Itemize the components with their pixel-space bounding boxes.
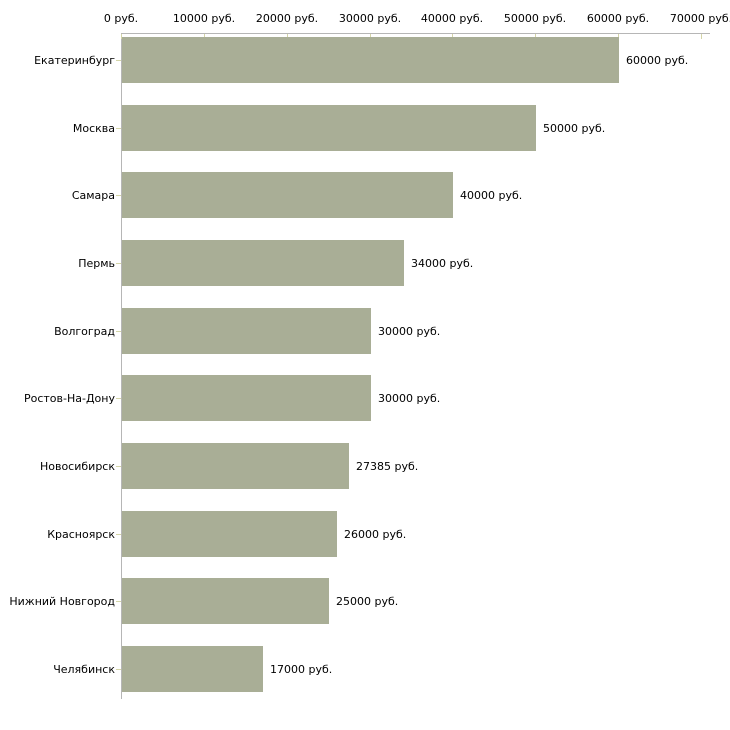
value-label: 30000 руб.: [378, 324, 441, 338]
y-tick-mark: [116, 331, 121, 332]
x-tick-mark: [701, 34, 702, 39]
x-tick-label: 60000 руб.: [586, 12, 650, 25]
x-axis-line: [121, 33, 710, 34]
value-label: 17000 руб.: [270, 662, 333, 676]
bar: [122, 375, 371, 421]
category-label: Ростов-На-Дону: [23, 391, 115, 405]
bar: [122, 172, 453, 218]
x-tick-mark: [204, 34, 205, 39]
y-tick-mark: [116, 263, 121, 264]
category-label: Челябинск: [53, 662, 115, 676]
y-tick-mark: [116, 60, 121, 61]
category-label: Екатеринбург: [34, 53, 115, 67]
x-tick-mark: [287, 34, 288, 39]
y-tick-mark: [116, 466, 121, 467]
x-tick-label: 0 руб.: [103, 12, 139, 25]
category-label: Новосибирск: [39, 459, 115, 473]
y-tick-mark: [116, 128, 121, 129]
value-label: 40000 руб.: [460, 188, 523, 202]
value-label: 26000 руб.: [344, 527, 407, 541]
bar: [122, 240, 404, 286]
bar: [122, 578, 329, 624]
x-tick-mark: [452, 34, 453, 39]
category-label: Москва: [72, 121, 115, 135]
x-tick-label: 40000 руб.: [420, 12, 484, 25]
x-tick-label: 10000 руб.: [172, 12, 236, 25]
value-label: 60000 руб.: [626, 53, 689, 67]
category-label: Самара: [71, 188, 115, 202]
value-label: 27385 руб.: [356, 459, 419, 473]
value-label: 25000 руб.: [336, 594, 399, 608]
category-label: Красноярск: [47, 527, 115, 541]
y-tick-mark: [116, 601, 121, 602]
category-label: Нижний Новгород: [9, 594, 115, 608]
bar: [122, 308, 371, 354]
x-tick-mark: [535, 34, 536, 39]
x-tick-mark: [370, 34, 371, 39]
x-tick-label: 20000 руб.: [255, 12, 319, 25]
value-label: 30000 руб.: [378, 391, 441, 405]
category-label: Волгоград: [54, 324, 115, 338]
y-tick-mark: [116, 534, 121, 535]
y-tick-mark: [116, 398, 121, 399]
x-tick-label: 50000 руб.: [503, 12, 567, 25]
x-tick-mark: [121, 34, 122, 39]
bar: [122, 105, 536, 151]
value-label: 34000 руб.: [411, 256, 474, 270]
bar: [122, 646, 263, 692]
value-label: 50000 руб.: [543, 121, 606, 135]
x-tick-label: 30000 руб.: [338, 12, 402, 25]
bar: [122, 443, 349, 489]
category-label: Пермь: [78, 256, 115, 270]
y-tick-mark: [116, 669, 121, 670]
x-tick-label: 70000 руб.: [669, 12, 730, 25]
y-tick-mark: [116, 195, 121, 196]
y-axis-line: [121, 33, 122, 699]
bar: [122, 511, 337, 557]
bar: [122, 37, 619, 83]
x-tick-mark: [618, 34, 619, 39]
